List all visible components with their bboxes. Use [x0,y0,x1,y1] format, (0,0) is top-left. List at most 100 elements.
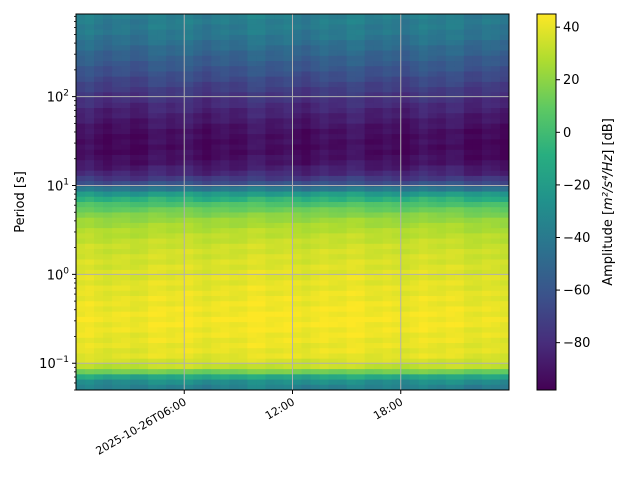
heatmap-cell [157,196,167,203]
heatmap-cell [112,34,122,41]
heatmap-cell [382,348,393,355]
heatmap-cell [274,337,285,344]
heatmap-cell [364,40,375,46]
heatmap-cell [400,301,411,308]
heatmap-cell [283,92,294,99]
heatmap-cell [238,108,248,114]
heatmap-cell [445,19,456,26]
heatmap-cell [328,238,339,245]
heatmap-cell [148,97,158,104]
heatmap-cell [274,149,285,156]
heatmap-cell [355,97,366,104]
heatmap-cell [139,175,149,182]
heatmap-cell [427,196,438,203]
x-tick-label: 18:00 [371,395,405,422]
heatmap-cell [355,296,366,302]
heatmap-cell [337,170,348,177]
heatmap-cell [157,144,167,151]
heatmap-cell [130,170,140,177]
heatmap-cell [211,337,221,344]
heatmap-cell [364,379,375,386]
heatmap-cell [121,337,131,344]
heatmap-cell [310,202,321,208]
heatmap-cell [130,123,140,130]
heatmap-cell [319,181,330,187]
heatmap-cell [454,55,465,62]
heatmap-cell [130,301,140,308]
heatmap-cell [463,181,474,187]
heatmap-cell [85,102,95,109]
heatmap-cell [373,191,384,198]
heatmap-cell [193,296,203,302]
heatmap-cell [292,212,303,219]
heatmap-cell [94,165,104,172]
heatmap-cell [346,155,357,161]
heatmap-cell [292,45,303,52]
heatmap-cell [157,45,167,52]
heatmap-cell [409,301,420,308]
heatmap-cell [229,66,239,73]
heatmap-cell [445,280,456,287]
heatmap-cell [499,264,509,271]
heatmap-cell [364,384,375,390]
heatmap-cell [274,306,285,313]
heatmap-cell [373,311,384,318]
heatmap-cell [400,212,411,219]
heatmap-cell [310,358,321,365]
heatmap-cell [382,343,393,349]
heatmap-cell [265,275,276,281]
heatmap-cell [463,358,474,365]
heatmap-cell [481,45,492,52]
heatmap-cell [238,50,248,57]
heatmap-cell [130,191,140,198]
heatmap-cell [211,374,221,381]
heatmap-cell [274,24,285,31]
heatmap-cell [274,290,285,297]
heatmap-cell [265,301,276,308]
heatmap-cell [391,322,402,328]
heatmap-cell [166,222,176,229]
heatmap-cell [445,81,456,88]
heatmap-cell [391,144,402,151]
heatmap-cell [472,202,483,208]
heatmap-cell [229,212,239,219]
heatmap-cell [472,123,483,130]
heatmap-cell [490,196,501,203]
heatmap-cell [436,160,447,167]
heatmap-cell [472,217,483,224]
heatmap-cell [238,29,248,36]
heatmap-cell [283,113,294,120]
heatmap-cell [202,358,212,365]
heatmap-cell [382,61,393,67]
heatmap-cell [166,40,176,46]
heatmap-cell [256,134,267,140]
heatmap-cell [346,149,357,156]
heatmap-cell [166,327,176,334]
heatmap-cell [310,108,321,114]
heatmap-cell [265,155,276,161]
heatmap-cell [373,280,384,287]
heatmap-cell [103,358,113,365]
heatmap-cell [229,29,239,36]
heatmap-cell [121,118,131,125]
heatmap-cell [283,207,294,214]
heatmap-cell [130,348,140,355]
heatmap-cell [175,102,185,109]
heatmap-cell [409,128,420,135]
heatmap-cell [445,76,456,83]
heatmap-cell [301,363,312,370]
heatmap-cell [400,249,411,255]
heatmap-cell [319,322,330,328]
heatmap-cell [454,379,465,386]
heatmap-cell [292,296,303,302]
heatmap-cell [319,50,330,57]
heatmap-cell [301,306,312,313]
heatmap-cell [472,87,483,93]
heatmap-cell [283,160,294,167]
heatmap-cell [328,61,339,67]
heatmap-cell [166,134,176,140]
heatmap-cell [103,337,113,344]
heatmap-cell [472,165,483,172]
heatmap-cell [400,306,411,313]
heatmap-cell [427,269,438,276]
